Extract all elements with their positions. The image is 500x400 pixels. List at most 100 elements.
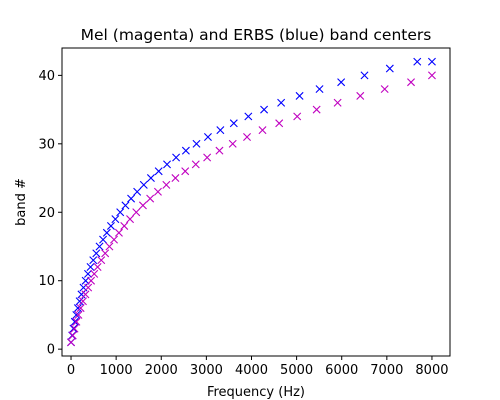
data-point-marker [70,317,79,326]
data-point-marker [356,91,365,100]
data-point-marker [72,317,81,326]
data-point-marker [74,310,83,319]
data-point-marker [102,228,111,237]
x-tick-label: 0 [67,363,75,378]
data-point-marker [95,242,104,251]
chart-title: Mel (magenta) and ERBS (blue) band cente… [81,26,432,44]
data-point-marker [81,290,90,299]
data-point-marker [114,228,123,237]
y-tick-label: 40 [38,69,55,84]
data-point-marker [132,208,141,217]
y-axis-label: band # [14,178,29,226]
data-point-marker [333,98,342,107]
x-tick-label: 3000 [190,363,223,378]
data-point-marker [312,105,321,114]
data-point-marker [380,85,389,94]
data-point-marker [228,139,237,148]
data-point-marker [172,153,181,162]
series-1 [67,71,436,347]
data-points [67,57,436,347]
y-tick-label: 0 [47,343,55,358]
data-point-marker [216,126,225,135]
data-point-marker [110,235,119,244]
data-point-marker [75,297,84,306]
data-point-marker [67,338,76,347]
plot-frame [61,47,451,357]
data-point-marker [192,139,201,148]
x-tick-label: 7000 [370,363,403,378]
data-point-marker [171,174,180,183]
data-point-marker [121,201,130,210]
data-point-marker [146,194,155,203]
data-point-marker [427,57,436,66]
data-point-marker [275,119,284,128]
data-point-marker [70,324,79,333]
y-axis: 0 10 20 30 40 [38,69,62,358]
data-point-marker [138,201,147,210]
data-point-marker [203,132,212,141]
data-point-marker [73,304,82,313]
x-tick-label: 2000 [145,363,178,378]
data-point-marker [106,221,115,230]
data-point-marker [72,310,81,319]
data-point-marker [181,146,190,155]
data-point-marker [215,146,224,155]
data-point-marker [163,160,172,169]
data-point-marker [203,153,212,162]
x-tick-label: 6000 [325,363,358,378]
data-point-marker [92,249,101,258]
x-axis: 0 1000 2000 3000 4000 5000 6000 7000 8000 [67,356,449,378]
y-tick-label: 30 [38,137,55,152]
data-point-marker [83,269,92,278]
data-point-marker [90,269,99,278]
data-point-marker [87,276,96,285]
data-point-marker [337,78,346,87]
x-tick-label: 5000 [280,363,313,378]
data-point-marker [105,242,114,251]
data-point-marker [244,112,253,121]
data-point-marker [93,263,102,272]
x-axis-label: Frequency (Hz) [207,385,305,400]
data-point-marker [120,221,129,230]
data-point-marker [229,119,238,128]
data-point-marker [407,78,416,87]
data-point-marker [260,105,269,114]
data-point-marker [360,71,369,80]
data-point-marker [413,57,422,66]
data-point-marker [89,256,98,265]
data-point-marker [277,98,286,107]
data-point-marker [86,263,95,272]
data-point-marker [126,215,135,224]
data-point-marker [153,187,162,196]
data-point-marker [99,235,108,244]
data-point-marker [76,304,85,313]
data-point-marker [133,187,142,196]
data-point-marker [295,91,304,100]
data-point-marker [78,297,87,306]
series-0 [67,57,436,347]
data-point-marker [427,71,436,80]
data-point-marker [258,126,267,135]
data-point-marker [191,160,200,169]
data-point-marker [69,324,78,333]
data-point-marker [243,132,252,141]
x-tick-label: 4000 [235,363,268,378]
x-tick-label: 8000 [415,363,448,378]
data-point-marker [139,180,148,189]
data-point-marker [111,215,120,224]
data-point-marker [84,283,93,292]
data-point-marker [77,290,86,299]
data-point-marker [385,64,394,73]
y-tick-label: 10 [38,274,55,289]
data-point-marker [97,256,106,265]
data-point-marker [127,194,136,203]
data-point-marker [101,249,110,258]
data-point-marker [116,208,125,217]
data-point-marker [315,85,324,94]
x-tick-label: 1000 [100,363,133,378]
data-point-marker [162,180,171,189]
y-tick-label: 20 [38,206,55,221]
data-point-marker [293,112,302,121]
